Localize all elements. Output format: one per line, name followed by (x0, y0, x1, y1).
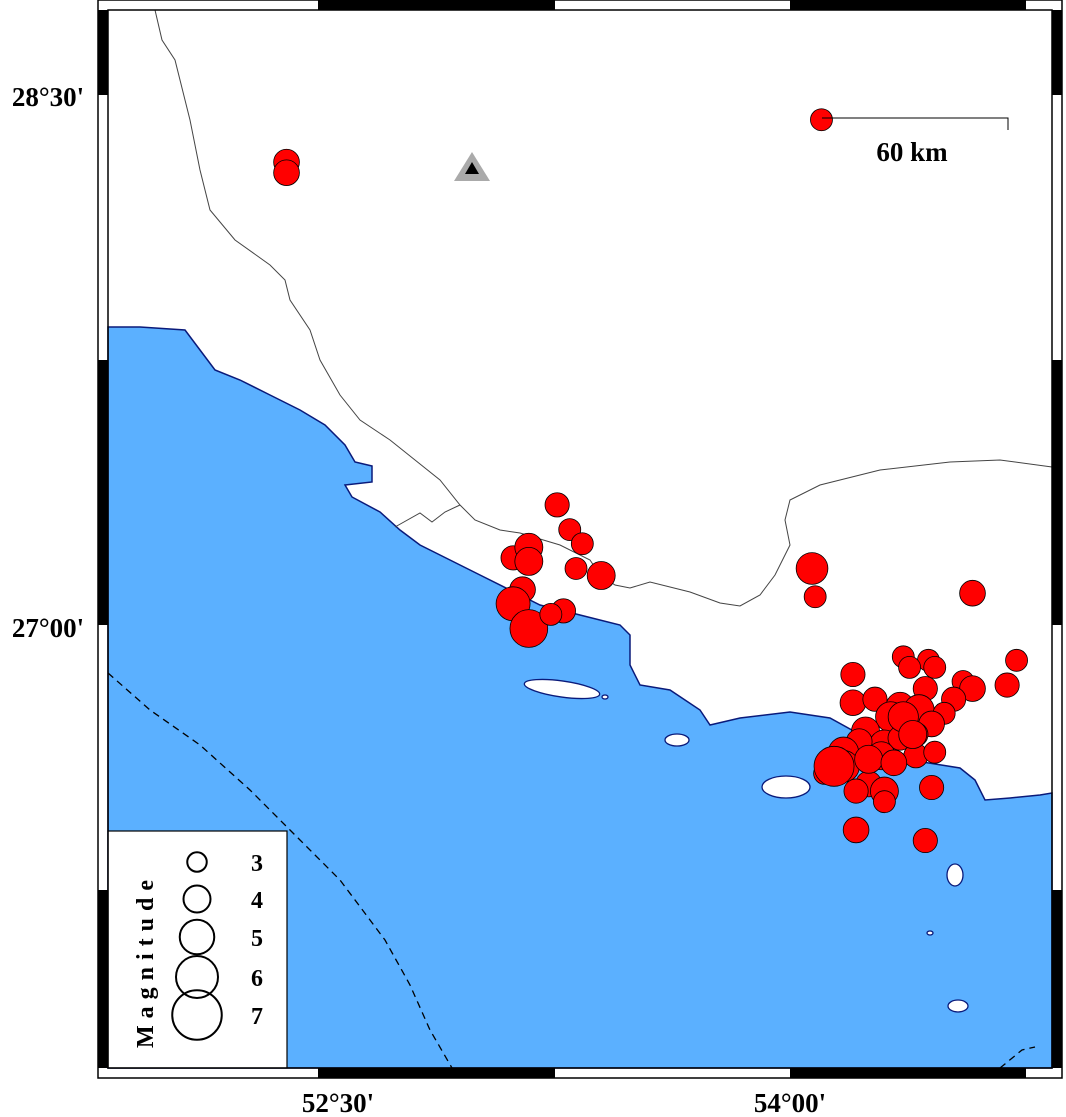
lon-label-52-30: 52°30' (302, 1088, 374, 1117)
legend-label-6: 6 (251, 966, 263, 992)
earthquake-marker (273, 159, 300, 187)
legend-circle-mag-3 (186, 851, 208, 873)
frame-tick-segment (318, 1068, 555, 1078)
frame-tick-segment (790, 0, 1026, 10)
frame-tick-segment (1052, 10, 1062, 95)
legend-label-4: 4 (251, 888, 263, 914)
map-frame (97, 0, 1063, 1079)
earthquake-marker (880, 749, 908, 777)
island (601, 694, 609, 700)
triangle-station-icon (454, 152, 490, 181)
lon-label-54-00: 54°00' (754, 1088, 826, 1117)
frame-tick-segment (1052, 890, 1062, 1068)
earthquake-marker (570, 532, 594, 556)
earthquake-marker (564, 557, 588, 580)
island (926, 930, 934, 936)
earthquake-marker (923, 740, 947, 764)
earthquake-marker (843, 778, 869, 804)
frame-tick-segment (98, 890, 108, 1068)
fault-line (107, 672, 453, 1069)
island (947, 999, 969, 1013)
earthquake-marker (898, 656, 921, 679)
frame-tick-segment (790, 1068, 1026, 1078)
lat-label-28-30: 28°30' (12, 82, 84, 112)
fault-line (999, 1046, 1036, 1069)
earthquake-marker (842, 816, 870, 844)
legend-label-7: 7 (251, 1004, 263, 1030)
earthquake-marker (919, 775, 945, 801)
earthquake-marker (898, 720, 928, 749)
lat-label-27-00: 27°00' (12, 613, 84, 643)
legend: Magnitude 3 4 5 6 7 (107, 830, 288, 1069)
earthquake-marker (810, 108, 833, 132)
scale-bar: 60 km (822, 117, 1009, 167)
earthquake-marker (586, 561, 616, 590)
scale-bar-label: 60 km (876, 137, 948, 167)
frame-tick-segment (98, 360, 108, 625)
earthquake-marker (840, 661, 866, 687)
earthquake-marker (923, 656, 947, 679)
earthquake-marker (994, 672, 1020, 698)
legend-circle-mag-6 (175, 955, 219, 999)
frame-tick-segment (1052, 360, 1062, 625)
province-border (154, 9, 1053, 607)
earthquake-marker (1005, 648, 1028, 672)
earthquake-marker (839, 689, 867, 717)
earthquake-marker (959, 579, 986, 607)
earthquake-marker (509, 609, 549, 648)
legend-circle-mag-4 (182, 884, 212, 914)
earthquake-marker (544, 492, 570, 518)
island (761, 775, 811, 799)
earthquake-marker (803, 585, 827, 609)
province-border (394, 504, 461, 528)
earthquake-marker (873, 790, 896, 814)
earthquake-marker (514, 547, 544, 576)
islands (523, 678, 969, 1013)
island (523, 678, 601, 700)
earthquake-marker (912, 828, 938, 854)
earthquake-marker (795, 552, 829, 585)
earthquake-marker (539, 603, 563, 626)
island (664, 733, 690, 747)
legend-circle-mag-5 (178, 918, 216, 956)
legend-label-3: 3 (251, 851, 263, 877)
island (946, 863, 964, 887)
earthquake-marker (813, 745, 855, 787)
legend-title: Magnitude (133, 873, 159, 1048)
legend-circle-mag-7 (171, 989, 223, 1041)
earthquake-events (273, 108, 1028, 854)
frame-tick-segment (318, 0, 555, 10)
frame-tick-segment (98, 10, 108, 95)
legend-label-5: 5 (251, 926, 263, 952)
earthquake-marker (854, 744, 884, 774)
